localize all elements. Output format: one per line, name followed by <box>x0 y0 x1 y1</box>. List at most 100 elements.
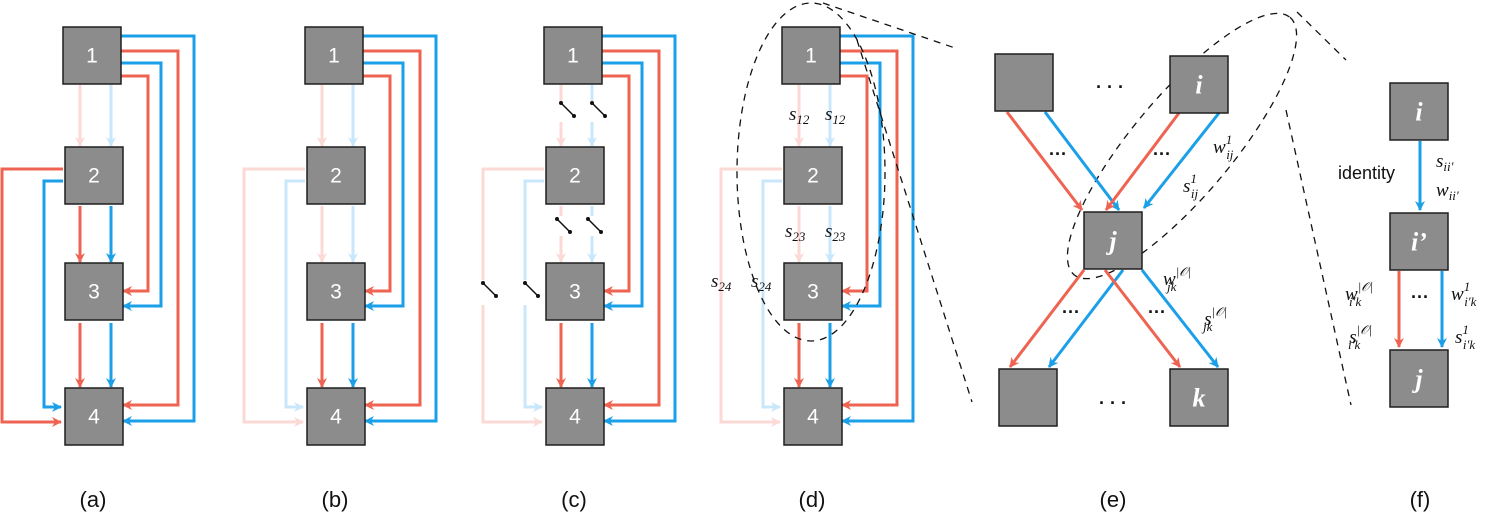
switch-icon <box>603 114 607 118</box>
node-1: 1 <box>781 26 841 85</box>
node-label: 2 <box>330 165 342 188</box>
panel-d: 1 2 3 4 s12 s12 s23 s23 s24 s24 (d) <box>711 26 915 512</box>
panel-b: 1 2 3 4 (b) <box>242 26 438 512</box>
skip-1-3-red <box>840 74 869 296</box>
ellipsis-top: · · · <box>1096 77 1124 97</box>
skip-1-3-blue <box>602 61 644 311</box>
node-label: i <box>1415 98 1423 127</box>
math-label: s|𝒪| i′k <box>1348 322 1372 352</box>
panel-a: 1 2 3 4 (a) <box>0 26 196 512</box>
node-label: 3 <box>807 281 819 304</box>
switch-icon <box>599 230 603 234</box>
math-label: w|𝒪| jk <box>1163 264 1191 294</box>
switch-icon <box>587 218 602 233</box>
skip-1-3-blue <box>363 61 405 311</box>
panels-abcd: 1 2 3 4 (a) 1 2 3 4 (b) 1 2 3 4 (c) 1 2 3 4 s12 s12 s23 s23 s24… <box>0 26 915 512</box>
node-label: 3 <box>88 281 100 304</box>
edge-blue <box>1047 269 1125 368</box>
zoom-connector-bottom-d <box>856 39 973 403</box>
ellipsis-bottom: · · · <box>1099 393 1127 413</box>
identity-label: identity <box>1338 163 1395 183</box>
ellipsis-edges: ··· <box>1049 144 1067 164</box>
switch-icon <box>524 282 539 297</box>
edge-blue <box>1140 269 1220 368</box>
node-4: 4 <box>545 387 605 446</box>
zoom-connector-top-d <box>822 2 959 50</box>
caption-f: (f) <box>1410 487 1431 512</box>
zoom-callouts <box>736 2 1352 406</box>
zoom-ellipse-e <box>1066 12 1298 280</box>
node-k: k <box>1169 368 1229 427</box>
edge-blue <box>1142 112 1221 209</box>
math-label: s1 ij <box>1183 171 1199 201</box>
skip-1-4-blue <box>363 34 438 426</box>
panel-f: i i’ j identity ··· sii′ wii′ w|𝒪| i′k s|𝒪| i… <box>1338 82 1477 512</box>
edge-red <box>1008 269 1086 368</box>
ellipsis-edges: ··· <box>1148 302 1166 322</box>
skip-1-3-red <box>121 74 150 296</box>
node-label: 4 <box>330 406 342 429</box>
skip-2-4-blue <box>761 179 782 412</box>
node-top-left <box>994 53 1054 112</box>
skip-1-3-blue <box>121 61 163 311</box>
skip-2-4-blue <box>42 179 63 412</box>
caption-b: (b) <box>322 487 349 512</box>
switch-icon <box>494 294 498 298</box>
skip-1-3-red <box>602 74 631 296</box>
node-i-prime: i’ <box>1389 212 1449 271</box>
switch-icon <box>572 114 576 118</box>
switch-icon <box>586 217 590 221</box>
skip-2-4-blue <box>284 179 305 412</box>
math-label: s24 <box>711 271 732 294</box>
node-label: 4 <box>88 406 100 429</box>
zoom-connector-top-e <box>1296 11 1347 61</box>
skip-1-4-red <box>840 49 899 410</box>
switch-icon <box>482 282 497 297</box>
edge-red <box>1103 269 1182 368</box>
caption-c: (c) <box>561 487 587 512</box>
math-label: w1 ij <box>1213 132 1234 162</box>
skip-1-4-red <box>363 49 422 410</box>
math-label: w1 i′k <box>1451 279 1477 309</box>
zoom-ellipse-d <box>736 2 886 342</box>
node-bottom-left <box>998 368 1058 427</box>
node-label: 1 <box>567 45 579 68</box>
skip-1-4-red <box>602 49 661 410</box>
math-label: s12 <box>789 104 810 127</box>
node-label: 1 <box>805 45 817 68</box>
switch-icon <box>523 281 527 285</box>
node-4: 4 <box>306 387 366 446</box>
node-2: 2 <box>545 146 605 205</box>
node-2: 2 <box>306 146 366 205</box>
panel-c: 1 2 3 4 (c) <box>481 26 677 512</box>
node-label: 1 <box>86 45 98 68</box>
caption-e: (e) <box>1100 487 1127 512</box>
node-label: 3 <box>330 281 342 304</box>
node-label: k <box>1193 384 1206 413</box>
math-label: w|𝒪| i′k <box>1345 279 1373 309</box>
skip-1-4-blue <box>602 34 677 426</box>
node-label: 2 <box>569 165 581 188</box>
math-label: s24 <box>751 271 772 294</box>
switch-icon <box>481 281 485 285</box>
skip-1-3-blue <box>840 61 882 311</box>
switch-icon <box>568 230 572 234</box>
switch-icon <box>559 101 563 105</box>
node-3: 3 <box>545 262 605 321</box>
caption-d: (d) <box>799 487 826 512</box>
node-4: 4 <box>783 387 843 446</box>
math-label: wii′ <box>1436 180 1459 203</box>
math-label: s12 <box>825 104 846 127</box>
node-j: j <box>1083 211 1143 270</box>
math-label: s1 i′k <box>1455 322 1475 352</box>
node-label: 2 <box>88 165 100 188</box>
math-label: s|𝒪| jk <box>1201 304 1227 334</box>
switch-icon <box>560 102 575 117</box>
skip-2-4-red <box>242 167 305 427</box>
node-label: 1 <box>328 45 340 68</box>
skip-2-4-red <box>481 305 543 427</box>
node-2: 2 <box>64 146 124 205</box>
node-4: 4 <box>64 387 124 446</box>
node-1: 1 <box>304 26 364 85</box>
